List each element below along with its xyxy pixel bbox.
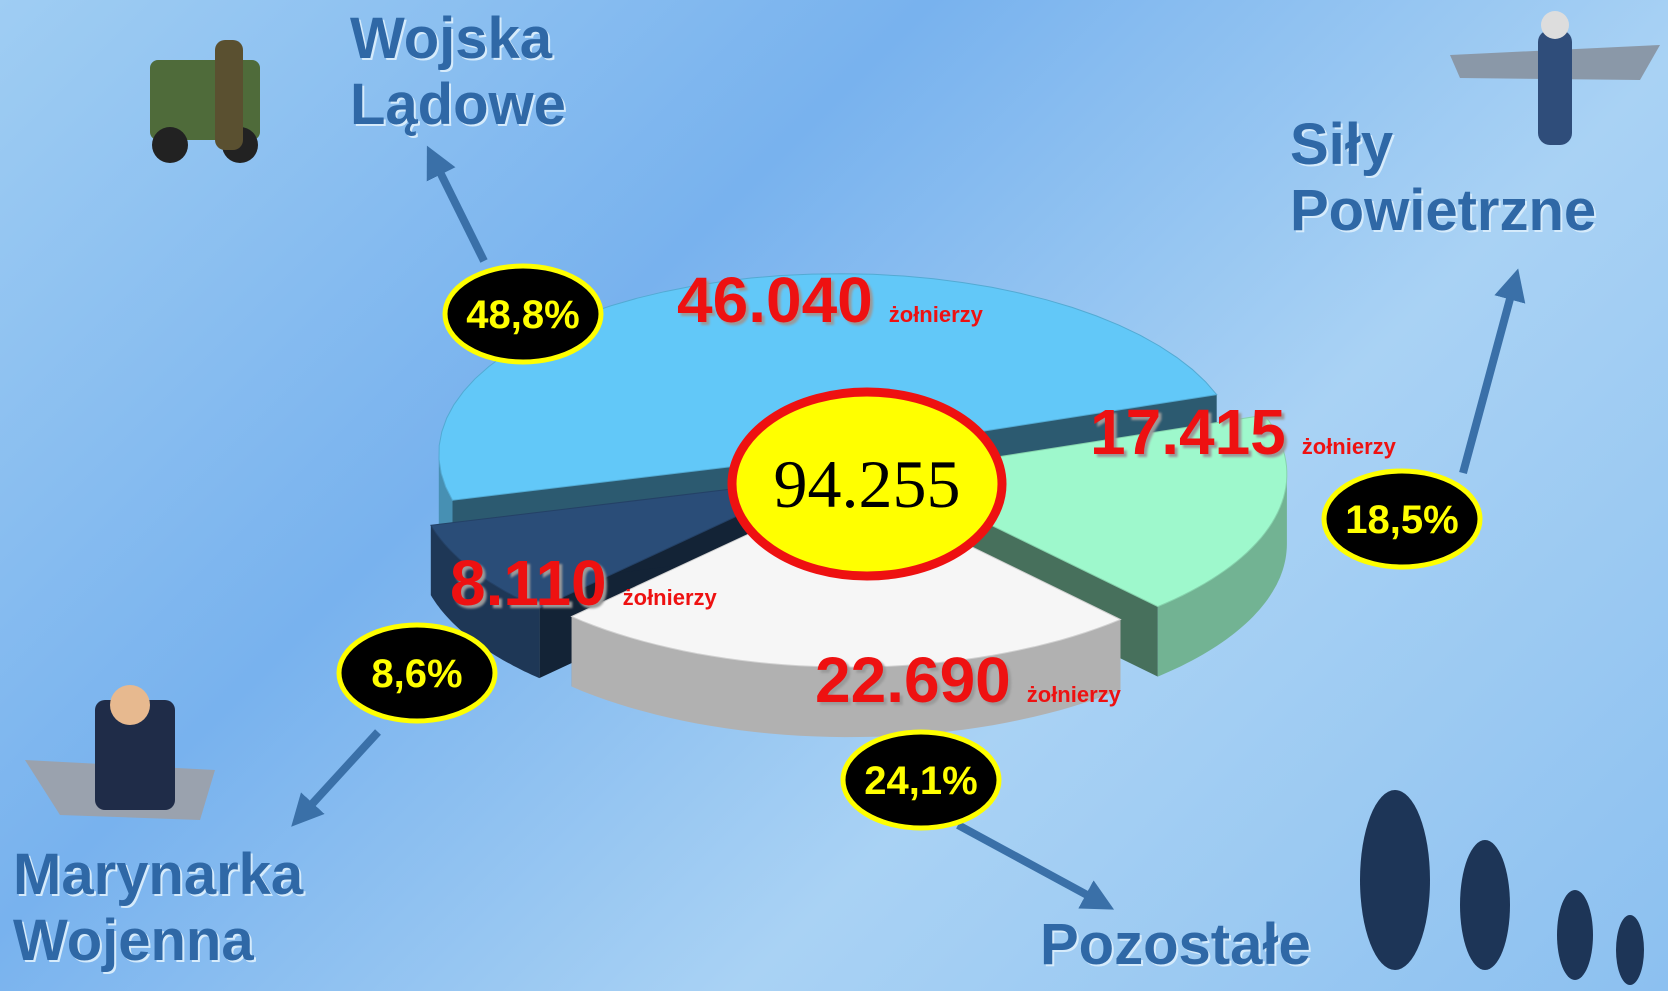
value-number: 46.040: [677, 263, 873, 337]
arrow: [302, 732, 378, 815]
value-label: 17.415 żołnierzy: [1090, 395, 1396, 469]
category-label: Marynarka Wojenna: [13, 842, 303, 974]
unit-label: żołnierzy: [889, 302, 983, 328]
arrow: [434, 160, 484, 261]
category-label: Wojska Lądowe: [350, 6, 566, 138]
icon-soldiers: [1360, 790, 1644, 985]
unit-label: żołnierzy: [1302, 434, 1396, 460]
value-number: 8.110: [450, 546, 607, 620]
icon-vehicle: [150, 40, 260, 163]
arrow: [1463, 284, 1514, 473]
unit-label: żołnierzy: [623, 585, 717, 611]
value-label: 46.040 żołnierzy: [677, 263, 983, 337]
unit-label: żołnierzy: [1027, 682, 1121, 708]
percent-label: 48,8%: [466, 293, 579, 337]
arrow: [958, 825, 1100, 902]
value-label: 8.110 żołnierzy: [450, 546, 717, 620]
value-label: 22.690 żołnierzy: [815, 643, 1121, 717]
percent-label: 18,5%: [1345, 498, 1458, 542]
percent-label: 8,6%: [371, 652, 462, 696]
category-label: Siły Powietrzne: [1290, 112, 1596, 244]
value-number: 17.415: [1090, 395, 1286, 469]
icon-navy: [25, 685, 215, 820]
page: 48,8%18,5%24,1%8,6%94.255 Wojska Lądowe …: [0, 0, 1668, 991]
category-label: Pozostałe: [1040, 912, 1311, 978]
value-number: 22.690: [815, 643, 1011, 717]
total-label: 94.255: [774, 446, 961, 522]
percent-label: 24,1%: [864, 759, 977, 803]
